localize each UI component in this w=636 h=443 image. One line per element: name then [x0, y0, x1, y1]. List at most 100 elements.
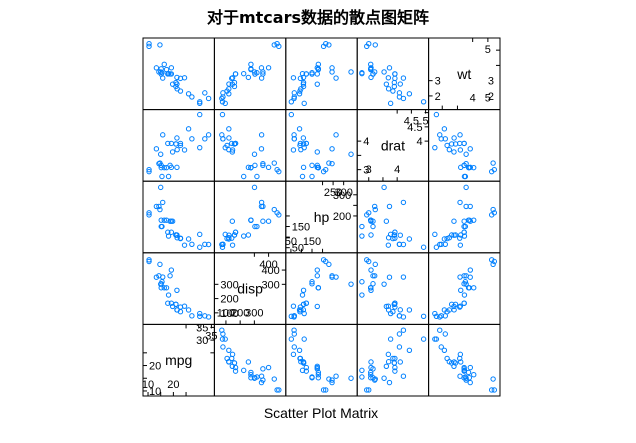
data-point-wt-vs-disp-22	[461, 281, 467, 287]
data-point-mpg-vs-disp-29	[169, 303, 176, 310]
data-point-drat-vs-disp-16	[372, 261, 378, 268]
tick-label-top-hp-300: 300	[334, 187, 352, 199]
data-point-disp-vs-hp-24	[265, 218, 272, 224]
data-point-disp-vs-mpg-18	[219, 336, 226, 342]
data-point-mpg-vs-disp-11	[161, 285, 167, 291]
data-point-mpg-vs-hp-9	[168, 229, 175, 235]
data-point-drat-vs-disp-30	[381, 281, 387, 287]
data-point-hp-vs-drat-31	[300, 135, 307, 141]
data-point-drat-vs-wt-21	[359, 70, 365, 76]
data-point-drat-vs-wt-2	[390, 88, 396, 94]
data-point-hp-vs-disp-24	[314, 267, 320, 273]
data-point-hp-vs-disp-4	[314, 273, 320, 279]
tick-label-bottom-hp-50: 50	[285, 236, 297, 248]
data-point-wt-vs-mpg-12	[465, 369, 472, 376]
data-point-mpg-vs-drat-21	[159, 173, 165, 180]
data-point-wt-vs-drat-10	[461, 140, 467, 147]
data-point-disp-vs-wt-23	[258, 65, 265, 71]
data-point-wt-vs-hp-5	[461, 233, 468, 239]
data-point-mpg-vs-drat-15	[146, 166, 152, 173]
diagonal-label-mpg: mpg	[165, 352, 192, 368]
data-point-drat-vs-disp-8	[392, 304, 398, 310]
data-point-wt-vs-mpg-28	[457, 373, 463, 379]
data-point-disp-vs-hp-21	[254, 223, 260, 230]
data-point-disp-vs-wt-8	[229, 75, 235, 82]
data-point-mpg-vs-wt-31	[174, 81, 180, 87]
data-point-mpg-vs-hp-27	[197, 231, 203, 238]
data-point-wt-vs-mpg-23	[467, 379, 473, 386]
data-point-hp-vs-wt-4	[314, 71, 320, 77]
data-point-mpg-vs-drat-8	[177, 140, 184, 147]
data-point-drat-vs-disp-18	[420, 313, 427, 320]
data-point-hp-vs-disp-21	[309, 279, 315, 285]
data-point-drat-vs-disp-3	[368, 287, 374, 294]
data-point-drat-vs-disp-7	[385, 303, 392, 309]
x-axis-label: Scatter Plot Matrix	[264, 405, 378, 421]
data-point-drat-vs-hp-23	[386, 203, 393, 210]
panel-frame-mpg-wt	[142, 37, 215, 111]
data-point-disp-vs-drat-7	[229, 147, 236, 153]
data-point-disp-vs-hp-26	[226, 236, 232, 242]
data-point-wt-vs-drat-31	[451, 135, 457, 141]
data-point-drat-vs-mpg-20	[385, 359, 392, 365]
data-point-mpg-vs-hp-29	[169, 218, 176, 224]
data-point-drat-vs-hp-25	[396, 241, 403, 248]
tick-label-bottom-disp-200: 200	[231, 307, 249, 319]
data-point-wt-vs-drat-24	[467, 164, 474, 171]
data-point-mpg-vs-hp-30	[158, 184, 164, 191]
data-point-hp-vs-mpg-29	[314, 363, 320, 369]
data-point-disp-vs-mpg-28	[258, 373, 265, 379]
data-point-wt-vs-disp-31	[451, 307, 457, 313]
data-point-hp-vs-disp-30	[348, 281, 354, 287]
data-point-disp-vs-mpg-16	[271, 376, 277, 382]
data-point-mpg-vs-hp-13	[158, 217, 164, 223]
data-point-drat-vs-disp-21	[359, 279, 365, 285]
data-point-disp-vs-wt-31	[226, 81, 232, 87]
data-point-wt-vs-disp-13	[466, 285, 473, 291]
panel-frame-wt-disp	[428, 252, 501, 325]
data-point-hp-vs-mpg-12	[315, 369, 322, 376]
data-point-disp-vs-mpg-23	[258, 379, 265, 386]
data-point-mpg-vs-hp-20	[174, 235, 180, 241]
data-point-disp-vs-mpg-5	[241, 367, 247, 374]
data-point-mpg-vs-disp-12	[163, 285, 170, 291]
tick-label-right-mpg-35: 35	[196, 322, 208, 334]
data-point-hp-vs-mpg-10	[303, 368, 310, 374]
data-point-drat-vs-wt-27	[387, 100, 394, 107]
data-point-drat-vs-mpg-17	[396, 331, 403, 337]
tick-label-left-mpg-20: 20	[149, 361, 161, 373]
tick-label-bottom-wt-4: 4	[470, 93, 476, 105]
data-point-mpg-vs-drat-29	[169, 149, 176, 155]
data-point-mpg-vs-drat-23	[153, 146, 160, 152]
data-point-disp-vs-drat-13	[248, 164, 254, 171]
data-point-wt-vs-hp-20	[446, 235, 453, 241]
data-point-mpg-vs-wt-30	[158, 69, 164, 75]
tick-label-right-hp-200: 200	[333, 211, 351, 223]
data-point-wt-vs-drat-23	[467, 146, 473, 152]
tick-label-right-wt-3: 3	[488, 76, 494, 88]
data-point-mpg-vs-hp-23	[153, 203, 160, 210]
data-point-hp-vs-disp-22	[309, 281, 315, 287]
data-point-wt-vs-disp-25	[438, 313, 444, 319]
tick-label-left-wt-2: 2	[435, 91, 441, 103]
data-point-drat-vs-disp-5	[359, 292, 365, 298]
data-point-mpg-vs-wt-23	[153, 65, 160, 71]
data-point-mpg-vs-hp-19	[205, 241, 212, 248]
data-point-drat-vs-disp-28	[400, 274, 407, 280]
diagonal-label-hp: hp	[314, 209, 330, 225]
data-point-drat-vs-wt-16	[372, 42, 378, 48]
data-point-hp-vs-wt-27	[301, 100, 307, 107]
data-point-wt-vs-mpg-31	[451, 359, 457, 365]
data-point-mpg-vs-drat-25	[189, 136, 195, 142]
data-point-wt-vs-hp-26	[441, 236, 448, 242]
data-point-drat-vs-hp-21	[359, 223, 365, 230]
data-point-hp-vs-drat-22	[309, 162, 315, 169]
data-point-drat-vs-disp-26	[406, 307, 413, 313]
data-point-disp-vs-mpg-26	[226, 347, 232, 353]
data-point-drat-vs-hp-3	[368, 232, 374, 238]
data-point-mpg-vs-hp-11	[161, 217, 167, 223]
data-point-disp-vs-wt-27	[222, 100, 228, 107]
data-point-disp-vs-mpg-14	[276, 387, 282, 393]
data-point-wt-vs-drat-8	[457, 140, 463, 147]
